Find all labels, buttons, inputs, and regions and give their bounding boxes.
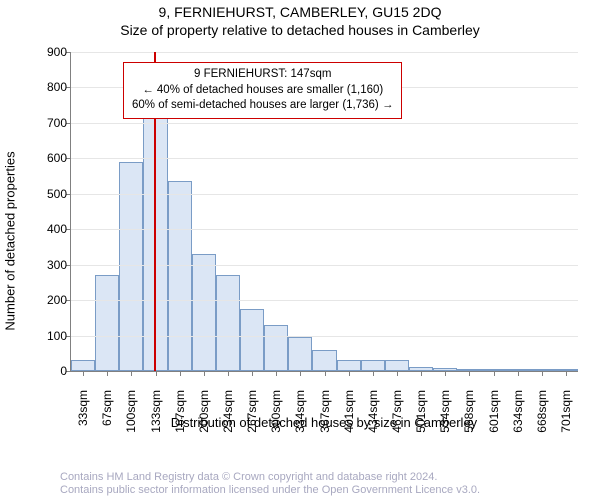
chart-annotation-line: 60% of semi-detached houses are larger (… <box>132 98 393 114</box>
chart-plot-area: 010020030040050060070080090033sqm67sqm10… <box>70 52 578 372</box>
chart-bar <box>361 360 385 371</box>
y-tick-label: 900 <box>47 45 71 59</box>
chart-annotation-box: 9 FERNIEHURST: 147sqm← 40% of detached h… <box>123 62 402 119</box>
x-tick-mark <box>300 371 301 376</box>
chart-bar <box>312 350 336 371</box>
x-tick-mark <box>494 371 495 376</box>
x-tick-mark <box>83 371 84 376</box>
x-tick-mark <box>421 371 422 376</box>
chart-gridline <box>71 158 578 159</box>
chart-gridline <box>71 229 578 230</box>
chart-bar <box>71 360 95 371</box>
x-tick-mark <box>373 371 374 376</box>
chart-annotation-line: 9 FERNIEHURST: 147sqm <box>132 67 393 83</box>
footer-line-2: Contains public sector information licen… <box>60 484 480 498</box>
chart-bar <box>337 360 361 371</box>
chart-bar <box>168 181 192 371</box>
chart-bar <box>240 309 264 371</box>
x-tick-mark <box>276 371 277 376</box>
y-tick-label: 500 <box>47 187 71 201</box>
chart-gridline <box>71 265 578 266</box>
chart-gridline <box>71 336 578 337</box>
chart-annotation-line: ← 40% of detached houses are smaller (1,… <box>132 83 393 99</box>
x-tick-mark <box>469 371 470 376</box>
chart-bar <box>216 275 240 371</box>
chart-gridline <box>71 52 578 53</box>
y-tick-label: 600 <box>47 151 71 165</box>
y-tick-label: 400 <box>47 222 71 236</box>
x-tick-mark <box>566 371 567 376</box>
x-tick-mark <box>228 371 229 376</box>
y-tick-label: 0 <box>60 364 71 378</box>
y-tick-label: 800 <box>47 80 71 94</box>
chart-gridline <box>71 300 578 301</box>
page-title-line2: Size of property relative to detached ho… <box>0 22 600 38</box>
chart-bar <box>264 325 288 371</box>
chart-bar <box>288 337 312 371</box>
y-tick-label: 300 <box>47 258 71 272</box>
x-tick-mark <box>204 371 205 376</box>
y-tick-label: 100 <box>47 329 71 343</box>
page-title-line1: 9, FERNIEHURST, CAMBERLEY, GU15 2DQ <box>0 4 600 20</box>
chart-bar <box>192 254 216 371</box>
chart-bar <box>385 360 409 371</box>
x-tick-mark <box>349 371 350 376</box>
x-tick-mark <box>397 371 398 376</box>
x-tick-mark <box>156 371 157 376</box>
x-tick-mark <box>131 371 132 376</box>
y-tick-label: 200 <box>47 293 71 307</box>
x-tick-mark <box>107 371 108 376</box>
x-axis-label: Distribution of detached houses by size … <box>70 415 578 430</box>
x-tick-mark <box>325 371 326 376</box>
y-tick-label: 700 <box>47 116 71 130</box>
x-tick-mark <box>518 371 519 376</box>
chart-bar <box>95 275 119 371</box>
x-tick-mark <box>445 371 446 376</box>
footer-line-1: Contains HM Land Registry data © Crown c… <box>60 471 480 485</box>
footer-attribution: Contains HM Land Registry data © Crown c… <box>60 471 480 499</box>
x-tick-mark <box>252 371 253 376</box>
x-tick-mark <box>542 371 543 376</box>
chart-gridline <box>71 194 578 195</box>
chart-gridline <box>71 123 578 124</box>
x-tick-mark <box>180 371 181 376</box>
chart-container: Number of detached properties 0100200300… <box>38 52 578 430</box>
y-axis-label: Number of detached properties <box>3 151 18 330</box>
